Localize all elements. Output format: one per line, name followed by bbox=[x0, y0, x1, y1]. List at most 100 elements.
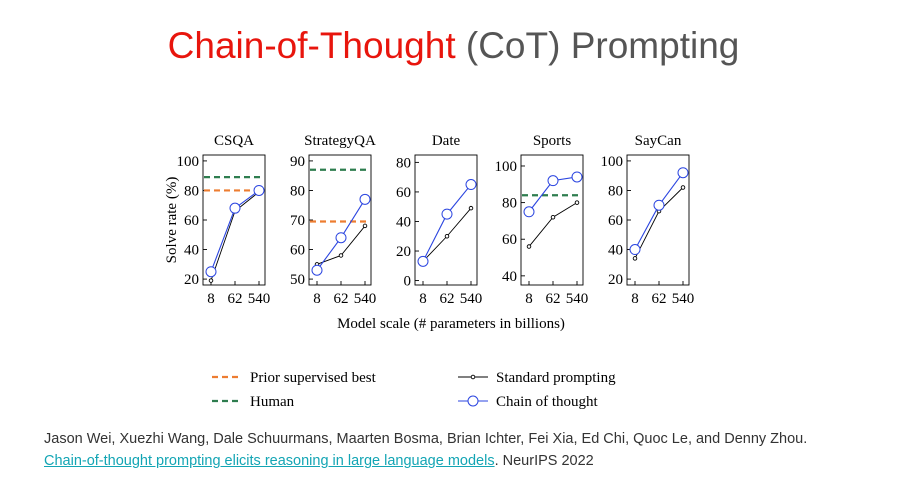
x-tick-label: 62 bbox=[440, 291, 455, 307]
x-tick-label: 540 bbox=[248, 291, 271, 307]
y-tick-label: 40 bbox=[502, 269, 517, 285]
standard-series-line bbox=[316, 225, 366, 265]
x-tick-label: 62 bbox=[228, 291, 243, 307]
x-tick-label: 62 bbox=[334, 291, 349, 307]
cot-point bbox=[465, 179, 477, 191]
y-tick-label: 80 bbox=[502, 196, 517, 212]
y-tick-label: 0 bbox=[404, 274, 412, 290]
y-tick-label: 20 bbox=[184, 272, 199, 288]
legend-prior-label: Prior supervised best bbox=[250, 370, 377, 386]
y-tick-label: 20 bbox=[608, 272, 623, 288]
cot-point bbox=[253, 184, 265, 196]
standard-series-line bbox=[634, 187, 684, 259]
cot-point bbox=[229, 202, 241, 214]
panel-frame bbox=[520, 154, 584, 286]
panel-strategyqa: StrategyQA 50 60 70 80 90 8 62 540 bbox=[290, 133, 376, 307]
panel-frame bbox=[414, 154, 478, 286]
title-main: Chain-of-Thought bbox=[167, 25, 456, 66]
y-tick-label: 100 bbox=[601, 154, 624, 170]
y-tick-label: 60 bbox=[396, 185, 411, 201]
panel-title: Date bbox=[432, 133, 461, 149]
standard-point bbox=[680, 185, 686, 190]
x-tick-label: 8 bbox=[207, 291, 215, 307]
y-tick-label: 60 bbox=[608, 213, 623, 229]
y-tick-label: 20 bbox=[396, 244, 411, 260]
y-tick-label: 80 bbox=[184, 183, 199, 199]
panel-title: StrategyQA bbox=[304, 133, 376, 149]
y-tick-label: 40 bbox=[396, 214, 411, 230]
legend-standard-label: Standard prompting bbox=[496, 370, 616, 386]
x-tick-label: 540 bbox=[672, 291, 695, 307]
x-tick-label: 62 bbox=[546, 291, 561, 307]
y-tick-label: 70 bbox=[290, 213, 305, 229]
y-tick-label: 80 bbox=[396, 155, 411, 171]
y-tick-label: 90 bbox=[290, 154, 305, 170]
panel-sports: Sports 40 60 80 100 8 62 540 bbox=[495, 133, 589, 307]
standard-point bbox=[468, 205, 474, 211]
legend: Prior supervised best Human Standard promp… bbox=[212, 370, 616, 410]
legend-cot-marker bbox=[467, 395, 479, 407]
y-tick-label: 80 bbox=[290, 183, 305, 199]
x-tick-label: 8 bbox=[631, 291, 639, 307]
legend-human-label: Human bbox=[250, 394, 295, 410]
cot-point bbox=[653, 199, 665, 211]
standard-point bbox=[574, 200, 580, 205]
y-tick-label: 40 bbox=[608, 243, 623, 259]
standard-point bbox=[444, 233, 450, 239]
slide-title: Chain-of-Thought (CoT) Prompting bbox=[0, 22, 907, 70]
y-axis-label: Solve rate (%) bbox=[164, 177, 180, 264]
standard-point bbox=[362, 223, 368, 229]
legend-cot-label: Chain of thought bbox=[496, 394, 598, 410]
citation-venue: . NeurIPS 2022 bbox=[494, 453, 594, 469]
y-tick-label: 100 bbox=[495, 159, 518, 175]
x-tick-label: 540 bbox=[566, 291, 589, 307]
cot-point bbox=[417, 255, 429, 267]
citation-authors: Jason Wei, Xuezhi Wang, Dale Schuurmans,… bbox=[44, 431, 808, 447]
x-tick-label: 540 bbox=[460, 291, 483, 307]
x-tick-label: 8 bbox=[419, 291, 427, 307]
x-tick-label: 8 bbox=[313, 291, 321, 307]
cot-point bbox=[677, 167, 689, 179]
y-tick-label: 60 bbox=[290, 243, 305, 259]
y-tick-label: 40 bbox=[184, 243, 199, 259]
y-tick-label: 100 bbox=[177, 154, 200, 170]
panel-title: SayCan bbox=[635, 133, 682, 149]
panel-title: CSQA bbox=[214, 133, 254, 149]
panel-frame bbox=[202, 154, 266, 286]
paper-link[interactable]: Chain-of-thought prompting elicits reaso… bbox=[44, 453, 495, 469]
panel-csqa: CSQA 20 40 60 80 100 8 62 540 bbox=[177, 133, 271, 307]
citation-reference: Chain-of-thought prompting elicits reaso… bbox=[44, 450, 807, 472]
panel-title: Sports bbox=[533, 133, 572, 149]
cot-point bbox=[441, 208, 453, 220]
y-tick-label: 50 bbox=[290, 272, 305, 288]
x-tick-label: 8 bbox=[525, 291, 533, 307]
cot-series-line bbox=[422, 184, 472, 262]
x-axis-label: Model scale (# parameters in billions) bbox=[337, 316, 565, 332]
panel-date: Date 0 20 40 60 80 8 62 540 bbox=[396, 133, 482, 307]
standard-point bbox=[632, 256, 638, 261]
x-tick-label: 540 bbox=[354, 291, 377, 307]
y-tick-label: 80 bbox=[608, 183, 623, 199]
legend-standard-marker bbox=[470, 374, 476, 380]
cot-point bbox=[359, 193, 371, 205]
cot-point bbox=[571, 171, 583, 183]
cot-point bbox=[335, 232, 347, 244]
standard-point bbox=[526, 244, 532, 249]
citation: Jason Wei, Xuezhi Wang, Dale Schuurmans,… bbox=[44, 428, 807, 472]
standard-point bbox=[208, 278, 214, 283]
cot-point bbox=[547, 175, 559, 187]
y-tick-label: 60 bbox=[502, 232, 517, 248]
standard-series-line bbox=[528, 202, 578, 247]
x-tick-label: 62 bbox=[652, 291, 667, 307]
cot-point bbox=[629, 244, 641, 256]
standard-point bbox=[338, 253, 344, 258]
standard-point bbox=[550, 215, 556, 220]
title-rest: (CoT) Prompting bbox=[465, 25, 740, 66]
cot-point bbox=[523, 206, 535, 218]
cot-point bbox=[311, 264, 323, 276]
y-tick-label: 60 bbox=[184, 213, 199, 229]
panel-saycan: SayCan 20 40 60 80 100 8 62 540 bbox=[601, 133, 695, 307]
cot-point bbox=[205, 266, 217, 278]
